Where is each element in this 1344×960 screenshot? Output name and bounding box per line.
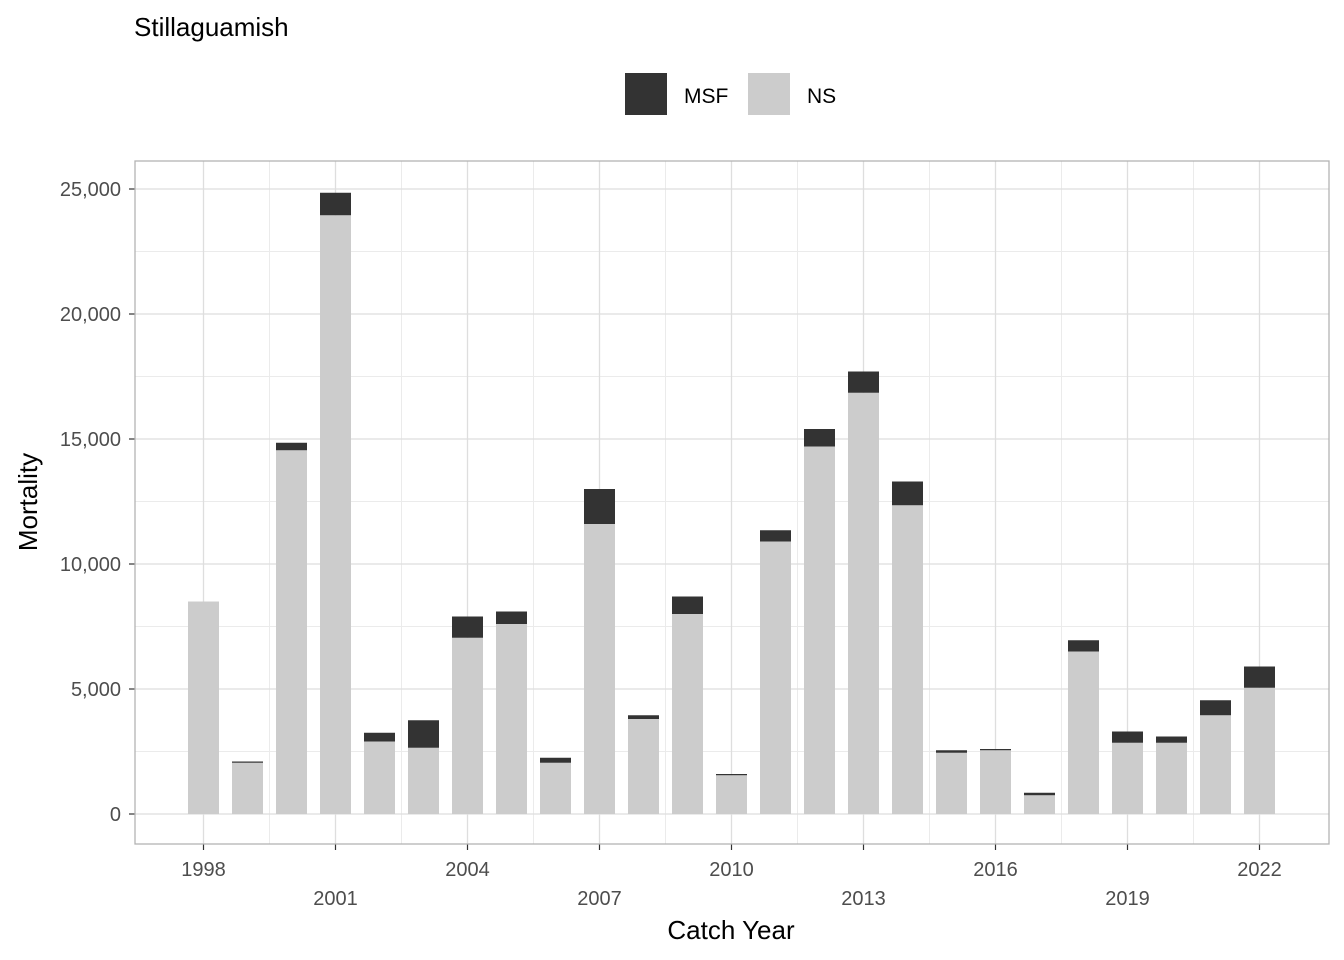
bar-ns-2016 <box>980 750 1011 814</box>
bar-ns-2003 <box>408 747 439 814</box>
bar-ns-2014 <box>892 505 923 814</box>
bar-msf-2004 <box>452 616 483 638</box>
legend: MSF NS <box>625 73 836 115</box>
x-tick-label: 2013 <box>841 888 886 910</box>
y-tick-label: 20,000 <box>60 304 121 326</box>
bar-ns-2006 <box>540 762 571 814</box>
x-tick-label: 2022 <box>1237 859 1282 881</box>
y-tick-label: 15,000 <box>60 429 121 451</box>
bar-msf-2009 <box>672 596 703 614</box>
x-axis-title: Catch Year <box>667 915 795 945</box>
bar-ns-2008 <box>628 719 659 814</box>
bar-ns-2001 <box>320 215 351 814</box>
bar-ns-2015 <box>936 752 967 814</box>
bar-ns-2022 <box>1244 687 1275 814</box>
bar-msf-2012 <box>804 429 835 447</box>
bar-msf-2016 <box>980 749 1011 751</box>
bar-ns-2019 <box>1112 742 1143 814</box>
bar-ns-2020 <box>1156 742 1187 814</box>
bar-ns-2011 <box>760 541 791 814</box>
bar-msf-2007 <box>584 489 615 524</box>
bar-msf-2018 <box>1068 640 1099 652</box>
bar-msf-2003 <box>408 720 439 748</box>
bar-msf-2013 <box>848 371 879 393</box>
bar-msf-2010 <box>716 774 747 776</box>
y-tick-label: 5,000 <box>71 679 121 701</box>
bar-ns-2018 <box>1068 651 1099 814</box>
bar-ns-1998 <box>188 601 219 814</box>
bar-ns-2002 <box>364 741 395 814</box>
bar-msf-2005 <box>496 611 527 624</box>
legend-label-msf: MSF <box>684 85 728 108</box>
bar-ns-2009 <box>672 614 703 814</box>
bar-ns-2021 <box>1200 715 1231 814</box>
bar-msf-2022 <box>1244 666 1275 688</box>
bar-ns-2012 <box>804 446 835 814</box>
bar-ns-2013 <box>848 392 879 814</box>
bar-msf-1999 <box>232 761 263 763</box>
y-axis-title: Mortality <box>13 453 43 551</box>
bar-msf-2006 <box>540 757 571 763</box>
bar-msf-2001 <box>320 192 351 216</box>
bar-msf-2015 <box>936 750 967 753</box>
x-tick-label: 2007 <box>577 888 622 910</box>
x-tick-label: 1998 <box>181 859 226 881</box>
legend-key-msf <box>625 73 667 115</box>
plot-area: 0 5,000 10,000 15,000 20,000 25,000 1998 2001 20… <box>60 160 1330 910</box>
bar-msf-2017 <box>1024 792 1055 796</box>
y-tick-label: 0 <box>110 804 121 826</box>
legend-label-ns: NS <box>807 85 836 108</box>
x-tick-label: 2016 <box>973 859 1018 881</box>
bar-ns-2004 <box>452 637 483 814</box>
bar-msf-2019 <box>1112 731 1143 743</box>
bar-msf-2020 <box>1156 736 1187 743</box>
y-tick-label: 10,000 <box>60 554 121 576</box>
bar-ns-2010 <box>716 775 747 814</box>
bar-msf-2021 <box>1200 700 1231 716</box>
bar-ns-2005 <box>496 624 527 814</box>
x-tick-label: 2019 <box>1105 888 1150 910</box>
bar-msf-2008 <box>628 715 659 719</box>
bar-msf-2002 <box>364 732 395 742</box>
bar-ns-2000 <box>276 450 307 814</box>
bar-msf-2014 <box>892 481 923 506</box>
y-tick-label: 25,000 <box>60 179 121 201</box>
bar-ns-2017 <box>1024 795 1055 814</box>
x-tick-label: 2010 <box>709 859 754 881</box>
chart-title: Stillaguamish <box>134 12 289 42</box>
bar-ns-2007 <box>584 524 615 814</box>
bar-msf-2000 <box>276 442 307 451</box>
legend-key-ns <box>748 73 790 115</box>
panel-border <box>134 160 1330 845</box>
x-tick-label: 2004 <box>445 859 490 881</box>
bar-ns-1999 <box>232 762 263 814</box>
x-tick-label: 2001 <box>313 888 358 910</box>
bar-msf-2011 <box>760 530 791 542</box>
